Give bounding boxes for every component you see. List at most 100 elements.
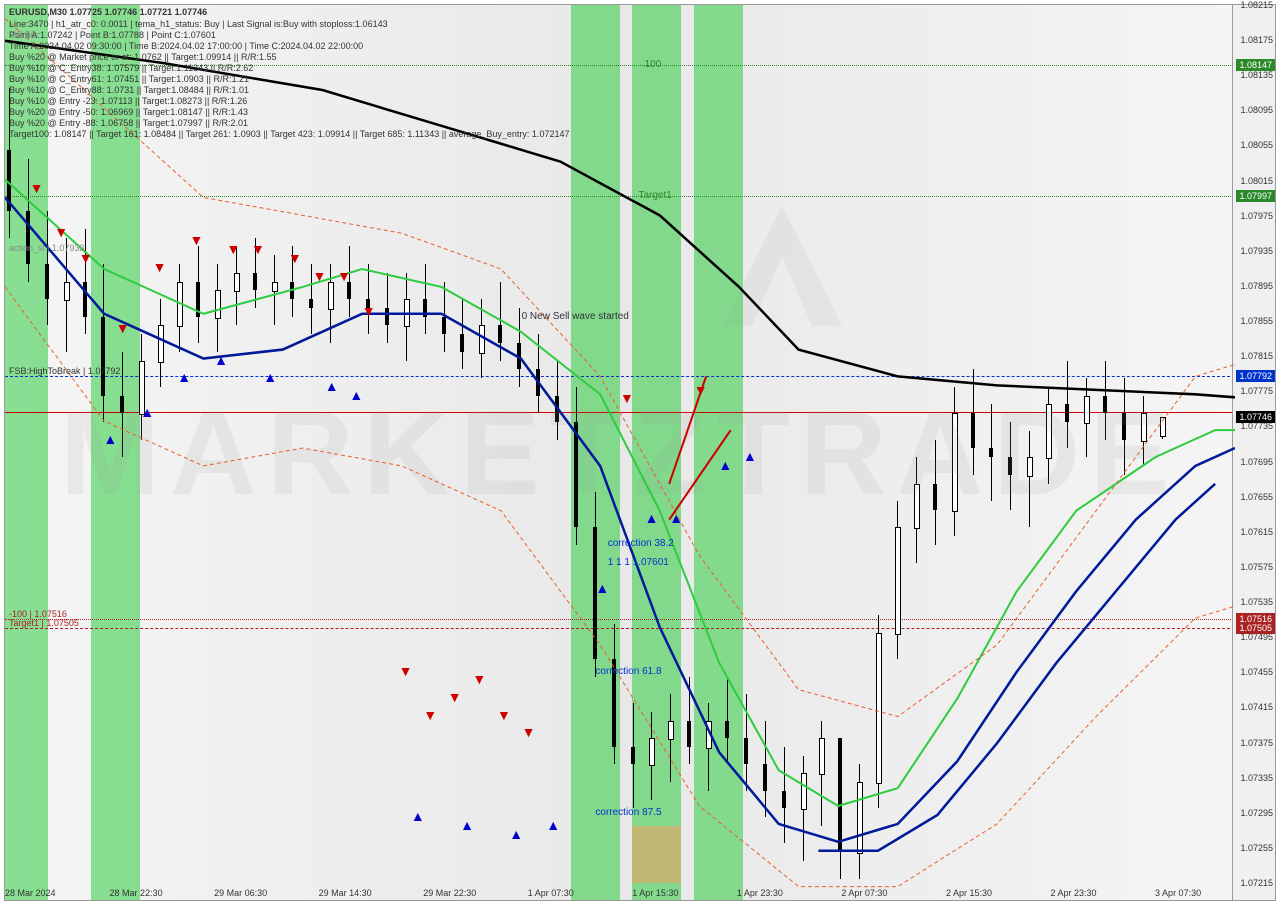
y-tick: 1.07655 — [1240, 492, 1273, 502]
candle-body[interactable] — [196, 282, 200, 317]
sell-arrow-icon: ▼ — [251, 241, 265, 257]
sell-arrow-icon: ▼ — [190, 232, 204, 248]
candle-body[interactable] — [687, 721, 691, 747]
info-line: Buy %10 @ C_Entry88: 1.0731 || Target:1.… — [9, 85, 249, 95]
price-tag: 1.07792 — [1236, 370, 1275, 382]
candle-body[interactable] — [234, 273, 240, 293]
price-tag: 1.07746 — [1236, 411, 1275, 423]
chart-annotation: 1 1 1 1.07601 — [608, 557, 669, 568]
candle-body[interactable] — [631, 747, 635, 765]
candle-body[interactable] — [838, 738, 842, 852]
x-tick: 1 Apr 23:30 — [737, 888, 783, 898]
horizontal-line — [5, 619, 1235, 620]
x-tick: 1 Apr 07:30 — [528, 888, 574, 898]
info-line: Buy %20 @ Market price or at: 1.0762 || … — [9, 52, 276, 62]
x-tick: 2 Apr 07:30 — [841, 888, 887, 898]
sell-arrow-icon: ▼ — [448, 689, 462, 705]
y-tick: 1.08215 — [1240, 0, 1273, 10]
sell-arrow-icon: ▼ — [522, 724, 536, 740]
candle-body[interactable] — [177, 282, 183, 328]
chart-annotation: correction 38.2 — [608, 538, 674, 549]
candle-body[interactable] — [309, 299, 313, 308]
info-line: Target100: 1.08147 || Target 161: 1.0848… — [9, 129, 569, 139]
candle-body[interactable] — [26, 211, 30, 264]
y-tick: 1.07535 — [1240, 597, 1273, 607]
sell-arrow-icon: ▼ — [362, 303, 376, 319]
info-line: Point A:1.07242 | Point B:1.07788 | Poin… — [9, 30, 216, 40]
x-tick: 28 Mar 2024 — [5, 888, 56, 898]
candle-body[interactable] — [876, 633, 882, 784]
chart-annotation: 08:56 — [11, 30, 36, 41]
chart-plot-area[interactable]: MARKETZTRADE ▼▼▼▼▼▼▼▼▼▼▼▼▼▼▼▼▼▼▼▼▲▲▲▲▲▲▲… — [4, 4, 1236, 901]
info-line: Buy %20 @ Entry -50: 1.06969 || Target:1… — [9, 107, 248, 117]
candle-body[interactable] — [215, 290, 221, 318]
horizontal-line — [5, 196, 1235, 197]
y-tick: 1.07895 — [1240, 281, 1273, 291]
candle-body[interactable] — [819, 738, 825, 775]
candle-body[interactable] — [668, 721, 674, 741]
candle-body[interactable] — [347, 282, 351, 300]
candle-body[interactable] — [272, 282, 278, 293]
sell-arrow-icon: ▼ — [472, 671, 486, 687]
candle-body[interactable] — [404, 299, 410, 327]
candle-body[interactable] — [45, 264, 49, 299]
y-tick: 1.07295 — [1240, 808, 1273, 818]
candle-body[interactable] — [83, 282, 87, 317]
candle-body[interactable] — [895, 527, 901, 634]
candle-body[interactable] — [253, 273, 257, 291]
candle-body[interactable] — [649, 738, 655, 766]
y-tick: 1.07695 — [1240, 457, 1273, 467]
candle-body[interactable] — [744, 738, 748, 764]
sell-arrow-icon: ▼ — [423, 707, 437, 723]
x-tick: 29 Mar 14:30 — [319, 888, 372, 898]
y-tick: 1.07415 — [1240, 702, 1273, 712]
info-line: Time A:2024.04.02 09:30:00 | Time B:2024… — [9, 41, 363, 51]
x-tick: 29 Mar 06:30 — [214, 888, 267, 898]
sell-arrow-icon: ▼ — [694, 382, 708, 398]
y-tick: 1.07935 — [1240, 246, 1273, 256]
y-tick: 1.07375 — [1240, 738, 1273, 748]
y-tick: 1.07855 — [1240, 316, 1273, 326]
left-label: FSB:HighToBreak | 1.07792 — [9, 366, 120, 376]
candle-body[interactable] — [857, 782, 863, 854]
candle-body[interactable] — [782, 791, 786, 809]
price-tag: 1.07997 — [1236, 190, 1275, 202]
buy-arrow-icon: ▲ — [263, 369, 277, 385]
candle-body[interactable] — [479, 325, 485, 353]
candle-body[interactable] — [801, 773, 807, 810]
candle-body[interactable] — [423, 299, 427, 317]
candle-body[interactable] — [328, 282, 334, 310]
sell-arrow-icon: ▼ — [337, 268, 351, 284]
candle-body[interactable] — [517, 343, 521, 369]
candle-body[interactable] — [64, 282, 70, 302]
candle-body[interactable] — [460, 334, 464, 352]
chart-annotation: correction 61.8 — [595, 666, 661, 677]
orange-zone — [632, 826, 681, 883]
left-label: Target1 | 1.07505 — [9, 618, 79, 628]
sell-arrow-icon: ▼ — [30, 180, 44, 196]
candle-body[interactable] — [385, 308, 389, 326]
sell-arrow-icon: ▼ — [116, 320, 130, 336]
y-tick: 1.08015 — [1240, 176, 1273, 186]
left-label: -100 | 1.07516 — [9, 609, 67, 619]
candle-body[interactable] — [158, 325, 164, 362]
sell-arrow-icon: ▼ — [226, 241, 240, 257]
y-tick: 1.08055 — [1240, 140, 1273, 150]
y-tick: 1.07575 — [1240, 562, 1273, 572]
sell-arrow-icon: ▼ — [313, 268, 327, 284]
candle-body[interactable] — [442, 317, 446, 335]
info-line: Buy %10 @ C_Entry38: 1.07579 || Target:1… — [9, 63, 253, 73]
candle-body[interactable] — [763, 764, 767, 790]
x-tick: 2 Apr 15:30 — [946, 888, 992, 898]
y-tick: 1.07975 — [1240, 211, 1273, 221]
buy-arrow-icon: ▲ — [645, 510, 659, 526]
info-line: Buy %10 @ C_Entry61: 1.07451 || Target:1… — [9, 74, 249, 84]
candle-body[interactable] — [290, 282, 294, 300]
candle-body[interactable] — [498, 325, 502, 343]
candle-body[interactable] — [7, 150, 11, 211]
x-tick: 1 Apr 15:30 — [632, 888, 678, 898]
candle-body[interactable] — [725, 721, 729, 739]
chart-title: EURUSD,M30 1.07725 1.07746 1.07721 1.077… — [9, 7, 207, 17]
candle-body[interactable] — [706, 721, 712, 749]
buy-arrow-icon: ▲ — [595, 580, 609, 596]
